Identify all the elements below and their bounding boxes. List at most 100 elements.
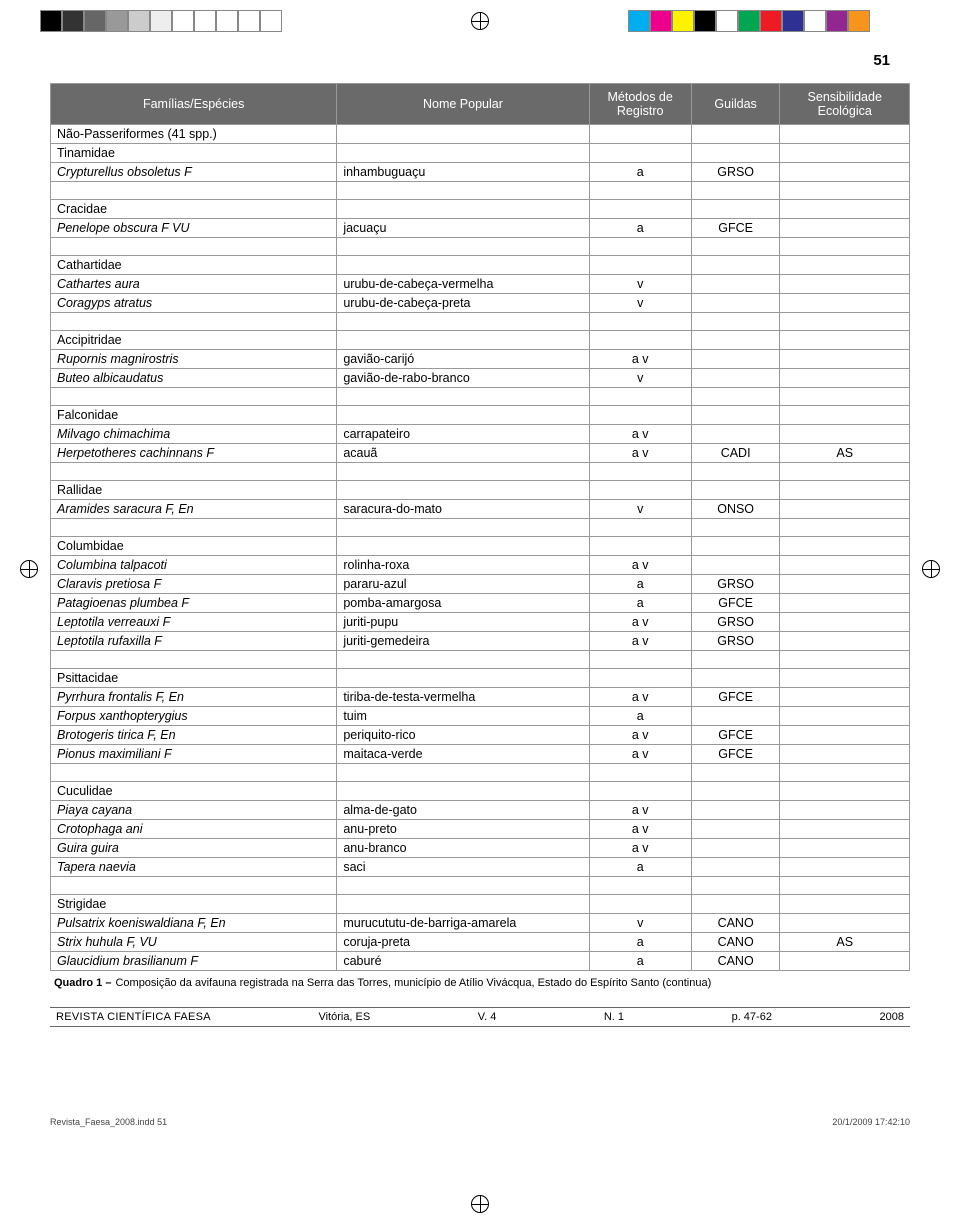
cell: tiriba-de-testa-vermelha <box>337 688 589 707</box>
cell <box>780 820 910 839</box>
table-row: Accipitridae <box>51 331 910 350</box>
cell <box>780 839 910 858</box>
spacer-cell <box>780 764 910 782</box>
cell: urubu-de-cabeça-preta <box>337 294 589 313</box>
cell <box>780 163 910 182</box>
caption-label: Quadro 1 – <box>54 977 111 989</box>
spacer-cell <box>337 238 589 256</box>
header-sensibilidade: Sensibilidade Ecológica <box>780 84 910 125</box>
cell: acauã <box>337 444 589 463</box>
cell: Tapera naevia <box>51 858 337 877</box>
table-row: Penelope obscura F VUjacuaçuaGFCE <box>51 219 910 238</box>
cell: a v <box>589 425 691 444</box>
cell <box>780 801 910 820</box>
page-number: 51 <box>50 52 890 69</box>
cell: alma-de-gato <box>337 801 589 820</box>
cell: Guira guira <box>51 839 337 858</box>
table-row <box>51 182 910 200</box>
header-metodos: Métodos de Registro <box>589 84 691 125</box>
table-row: Pyrrhura frontalis F, Entiriba-de-testa-… <box>51 688 910 707</box>
cell <box>691 537 780 556</box>
cell: Accipitridae <box>51 331 337 350</box>
cell: Pyrrhura frontalis F, En <box>51 688 337 707</box>
cell <box>691 406 780 425</box>
cell <box>691 144 780 163</box>
table-row: Aramides saracura F, Ensaracura-do-matov… <box>51 500 910 519</box>
spacer-cell <box>51 313 337 331</box>
cell: Forpus xanthopterygius <box>51 707 337 726</box>
table-row: Crotophaga anianu-pretoa v <box>51 820 910 839</box>
spacer-cell <box>589 651 691 669</box>
spacer-cell <box>780 388 910 406</box>
cell <box>589 669 691 688</box>
cell: Cathartidae <box>51 256 337 275</box>
registration-mark-right <box>922 560 940 578</box>
cell: Aramides saracura F, En <box>51 500 337 519</box>
cell: a v <box>589 745 691 764</box>
cell <box>337 200 589 219</box>
cell <box>780 632 910 651</box>
spacer-cell <box>51 182 337 200</box>
table-row <box>51 238 910 256</box>
table-row: Cuculidae <box>51 782 910 801</box>
table-row: Rallidae <box>51 481 910 500</box>
table-row <box>51 877 910 895</box>
spacer-cell <box>780 313 910 331</box>
cell: pomba-amargosa <box>337 594 589 613</box>
cell: Cracidae <box>51 200 337 219</box>
table-row: Crypturellus obsoletus FinhambuguaçuaGRS… <box>51 163 910 182</box>
table-row: Pulsatrix koeniswaldiana F, Enmurucututu… <box>51 914 910 933</box>
cell <box>691 669 780 688</box>
cell: GRSO <box>691 613 780 632</box>
cell: anu-branco <box>337 839 589 858</box>
cell <box>780 669 910 688</box>
cell: Cuculidae <box>51 782 337 801</box>
cell <box>337 537 589 556</box>
cell <box>589 895 691 914</box>
cell <box>589 406 691 425</box>
footer-num: N. 1 <box>604 1011 624 1023</box>
cell: v <box>589 500 691 519</box>
cell: maitaca-verde <box>337 745 589 764</box>
cell <box>337 406 589 425</box>
table-row: Piaya cayanaalma-de-gatoa v <box>51 801 910 820</box>
cell: Buteo albicaudatus <box>51 369 337 388</box>
cell <box>691 256 780 275</box>
table-row: Milvago chimachimacarrapateiroa v <box>51 425 910 444</box>
cell <box>780 331 910 350</box>
cell <box>691 556 780 575</box>
cell <box>780 500 910 519</box>
cell: Herpetotheres cachinnans F <box>51 444 337 463</box>
cell: GFCE <box>691 745 780 764</box>
spacer-cell <box>691 313 780 331</box>
cell <box>780 256 910 275</box>
table-row: Claravis pretiosa Fpararu-azulaGRSO <box>51 575 910 594</box>
cell: CANO <box>691 914 780 933</box>
registration-mark-top <box>471 12 489 30</box>
cell <box>337 895 589 914</box>
spacer-cell <box>337 388 589 406</box>
table-row: Glaucidium brasilianum FcaburéaCANO <box>51 952 910 971</box>
cell: Patagioenas plumbea F <box>51 594 337 613</box>
table-row: Não-Passeriformes (41 spp.) <box>51 125 910 144</box>
cell <box>691 481 780 500</box>
cell: inhambuguaçu <box>337 163 589 182</box>
table-row: Herpetotheres cachinnans Facauãa vCADIAS <box>51 444 910 463</box>
table-row: Patagioenas plumbea Fpomba-amargosaaGFCE <box>51 594 910 613</box>
cell: saracura-do-mato <box>337 500 589 519</box>
spacer-cell <box>589 388 691 406</box>
table-row: Leptotila rufaxilla Fjuriti-gemedeiraa v… <box>51 632 910 651</box>
footer-local: Vitória, ES <box>318 1011 370 1023</box>
indd-footer: Revista_Faesa_2008.indd 51 20/1/2009 17:… <box>50 1117 910 1137</box>
cell <box>780 294 910 313</box>
cell <box>780 745 910 764</box>
table-row: Tapera naeviasacia <box>51 858 910 877</box>
spacer-cell <box>51 238 337 256</box>
footer-year: 2008 <box>879 1011 903 1023</box>
cell: Crotophaga ani <box>51 820 337 839</box>
spacer-cell <box>51 519 337 537</box>
table-row: Strix huhula F, VUcoruja-pretaaCANOAS <box>51 933 910 952</box>
cell <box>691 895 780 914</box>
cell <box>780 613 910 632</box>
cell <box>691 294 780 313</box>
